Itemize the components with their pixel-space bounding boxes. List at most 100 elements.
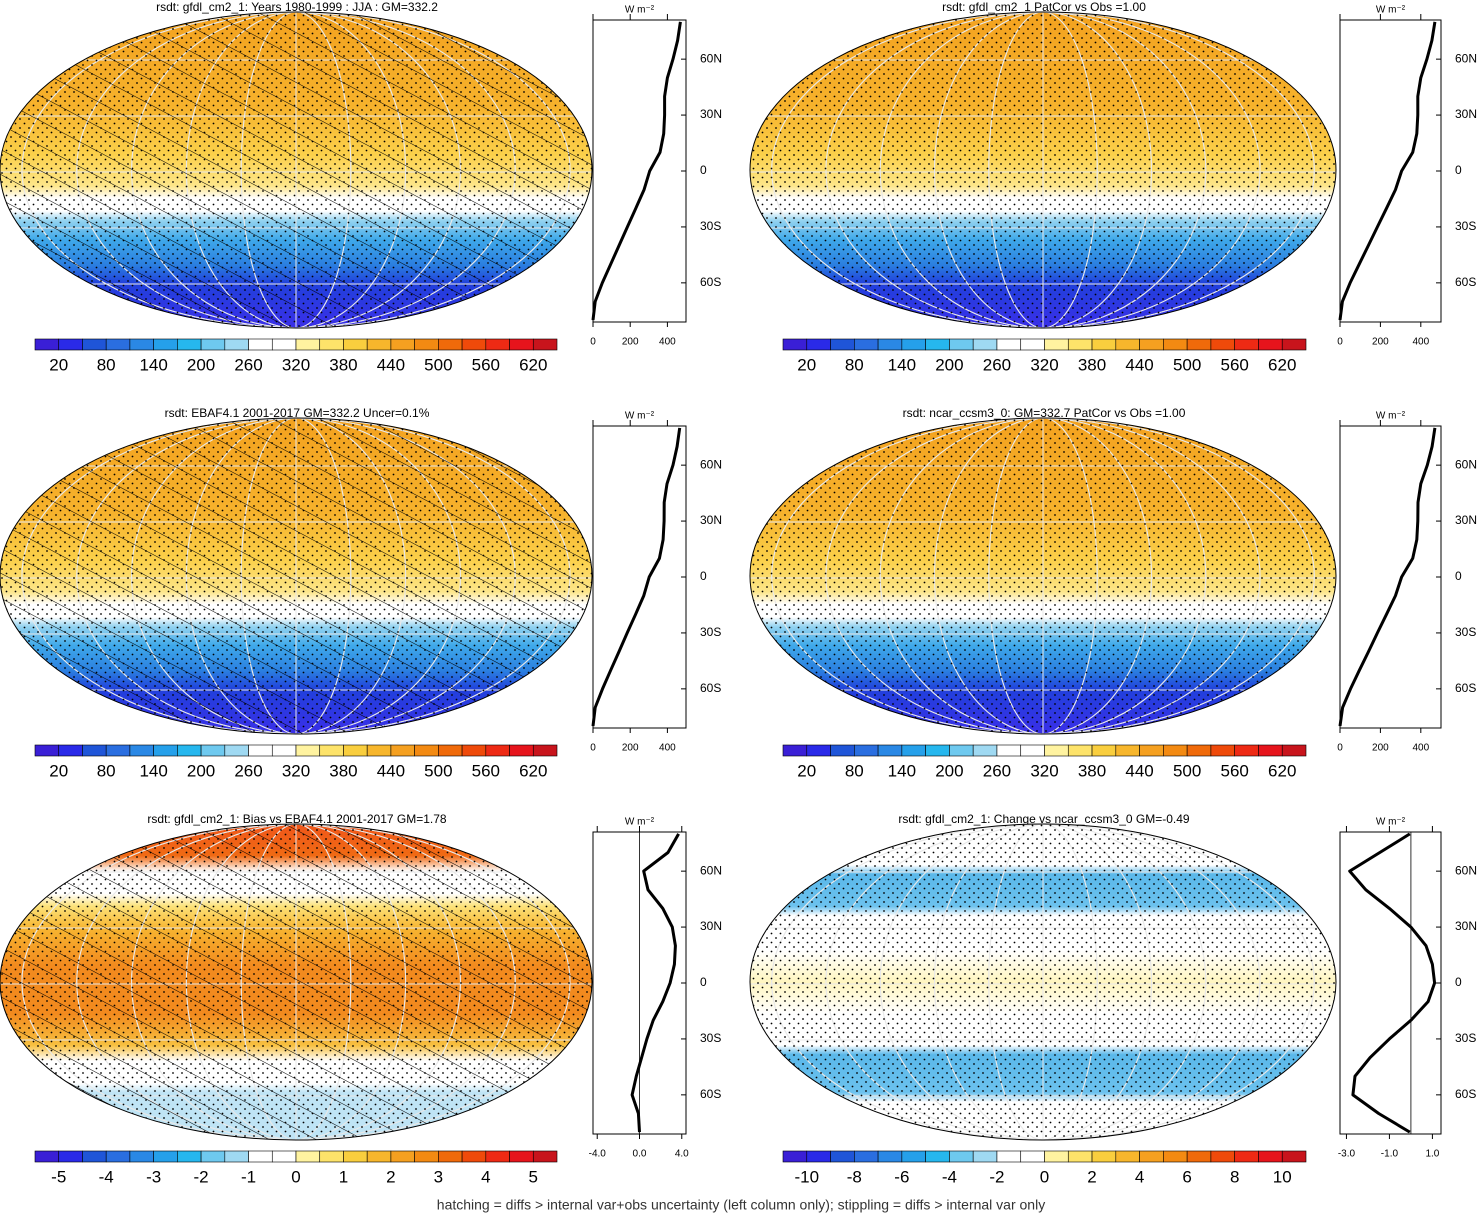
colorbar-box: [414, 1150, 439, 1163]
colorbar-box: [461, 338, 487, 351]
y-tick-label: 30N: [1455, 919, 1477, 933]
colorbar-box: [1115, 338, 1140, 351]
colorbar-label: 6: [1182, 1167, 1191, 1186]
map: [750, 418, 1336, 734]
colorbar-label: -4: [99, 1167, 114, 1186]
colorbar-box: [82, 744, 107, 757]
map-border: [0, 417, 593, 735]
colorbar-box: [153, 338, 178, 351]
map: [750, 12, 1336, 328]
colorbar-box: [1091, 744, 1117, 757]
colorbar-box: [105, 1150, 131, 1163]
colorbar-box: [806, 744, 831, 757]
colorbar-box: [925, 744, 950, 757]
colorbar-label: 80: [845, 761, 864, 780]
colorbar-box: [82, 338, 107, 351]
profile-line: [1338, 427, 1437, 727]
colorbar-label: 200: [935, 761, 963, 780]
colorbar-label: 380: [1078, 355, 1106, 374]
colorbar-box: [925, 1150, 950, 1163]
colorbar-label: 140: [139, 355, 167, 374]
colorbar-label: 620: [1268, 761, 1296, 780]
y-tick-label: 30N: [1455, 513, 1477, 527]
colorbar-box: [343, 744, 368, 757]
colorbar-box: [271, 338, 297, 351]
x-tick-label: 400: [659, 337, 676, 348]
colorbar-box: [972, 338, 998, 351]
x-tick-label: 200: [1372, 337, 1389, 348]
colorbar-box: [996, 744, 1022, 757]
colorbar-label: 4: [481, 1167, 490, 1186]
colorbar-box: [877, 744, 903, 757]
colorbar-label: -2: [194, 1167, 209, 1186]
colorbar-box: [271, 1150, 297, 1163]
panel: rsdt: gfdl_cm2_1: Years 1980-1999 : JJA …: [0, 0, 722, 374]
colorbar-box: [830, 744, 855, 757]
y-tick-label: 60S: [1455, 275, 1476, 289]
colorbar-box: [58, 744, 83, 757]
colorbar-box: [248, 338, 273, 351]
panel-title: rsdt: EBAF4.1 2001-2017 GM=332.2 Uncer=0…: [165, 406, 430, 420]
colorbar-label: 80: [845, 355, 864, 374]
y-tick-label: 30N: [700, 513, 722, 527]
y-tick-label: 30S: [1455, 1031, 1476, 1045]
colorbar-label: 0: [291, 1167, 300, 1186]
colorbar-label: -5: [51, 1167, 66, 1186]
colorbar-label: 620: [519, 761, 547, 780]
hatching: [0, 12, 592, 328]
colorbar-label: 560: [1220, 355, 1248, 374]
colorbar-box: [461, 1150, 487, 1163]
colorbar-box: [177, 744, 202, 757]
colorbar-box: [1281, 338, 1307, 351]
profile-units: W m⁻²: [1376, 411, 1406, 422]
colorbar-label: 80: [97, 355, 116, 374]
colorbar-box: [366, 744, 392, 757]
y-tick-label: 60S: [700, 681, 721, 695]
colorbar-label: 560: [1220, 761, 1248, 780]
colorbar-box: [1091, 1150, 1117, 1163]
colorbar-box: [1210, 338, 1235, 351]
colorbar-label: 500: [424, 355, 452, 374]
colorbar-box: [366, 338, 392, 351]
x-tick-label: 0: [1337, 743, 1343, 754]
x-tick-label: 200: [622, 743, 639, 754]
hatching: [0, 418, 592, 734]
colorbar-box: [1067, 1150, 1093, 1163]
map-border: [749, 11, 1337, 329]
y-tick-label: 60N: [700, 51, 722, 65]
map: [750, 824, 1336, 1140]
colorbar-label: 320: [282, 355, 310, 374]
colorbar-label: 200: [187, 355, 215, 374]
colorbar-box: [1258, 1150, 1283, 1163]
panel-title: rsdt: gfdl_cm2_1: Bias vs EBAF4.1 2001-2…: [147, 812, 446, 826]
map-border: [0, 823, 593, 1141]
y-tick-label: 60N: [700, 863, 722, 877]
colorbar-box: [1258, 744, 1283, 757]
colorbar-label: 1: [339, 1167, 348, 1186]
colorbar-label: 2: [386, 1167, 395, 1186]
profile-units: W m⁻²: [625, 5, 655, 16]
panel: rsdt: gfdl_cm2_1: Change vs ncar_ccsm3_0…: [749, 812, 1477, 1186]
panel: rsdt: gfdl_cm2_1 PatCor vs Obs =1.00 20 80…: [749, 0, 1477, 374]
colorbar-box: [200, 338, 226, 351]
colorbar-box: [1020, 338, 1045, 351]
colorbar-box: [532, 1150, 558, 1163]
colorbar-label: 560: [472, 355, 500, 374]
y-tick-label: 30S: [700, 1031, 721, 1045]
y-tick-label: 0: [700, 975, 707, 989]
y-tick-label: 0: [1455, 163, 1462, 177]
colorbar-box: [1186, 744, 1212, 757]
x-tick-label: 200: [1372, 743, 1389, 754]
y-tick-label: 30N: [700, 107, 722, 121]
colorbar-label: 320: [1030, 761, 1058, 780]
colorbar-label: 440: [1125, 355, 1153, 374]
y-tick-label: 60S: [1455, 681, 1476, 695]
colorbar-label: 20: [797, 355, 816, 374]
x-tick-label: -1.0: [1381, 1149, 1399, 1160]
profile-units: W m⁻²: [1376, 817, 1406, 828]
y-tick-label: 30S: [1455, 219, 1476, 233]
colorbar-label: -2: [989, 1167, 1004, 1186]
profile-line: [1348, 832, 1437, 1134]
colorbar-box: [438, 744, 463, 757]
x-tick-label: 1.0: [1425, 1149, 1439, 1160]
